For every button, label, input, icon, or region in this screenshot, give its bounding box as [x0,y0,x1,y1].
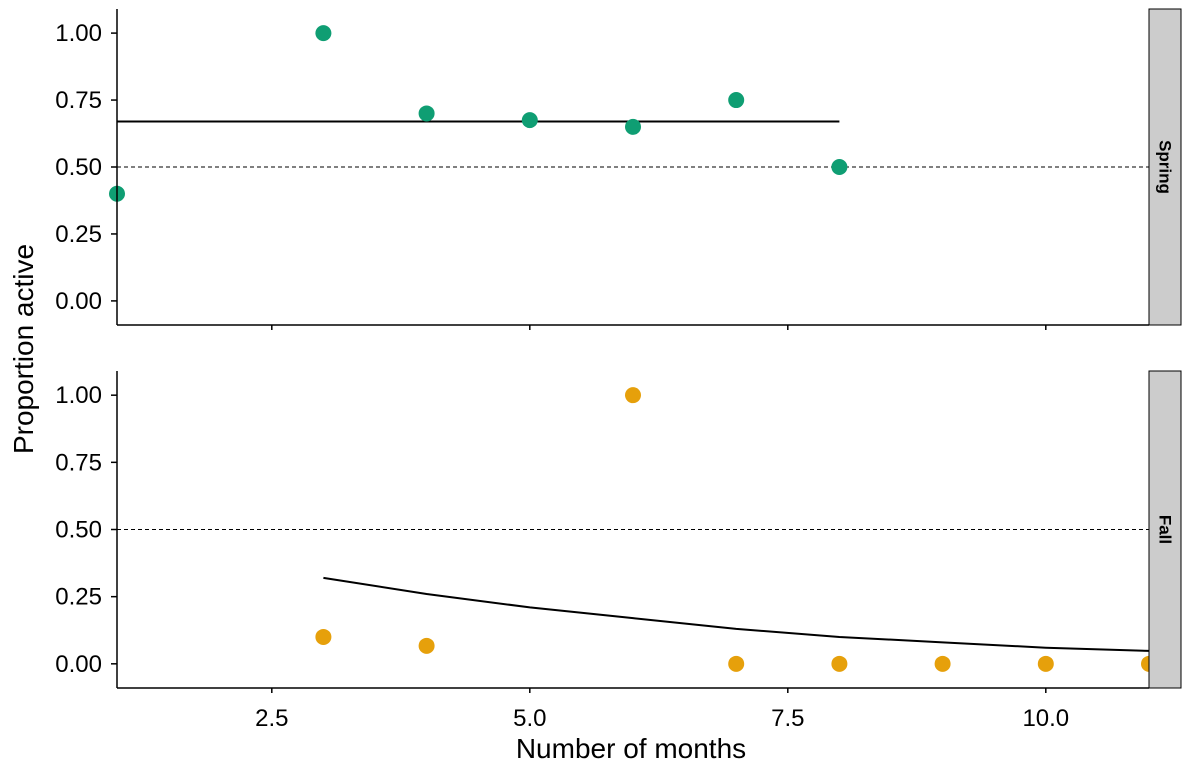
x-tick-label: 5.0 [513,705,546,732]
y-tick-label: 0.00 [55,651,102,678]
x-tick-label: 2.5 [255,705,288,732]
facet-strip-label: Fall [1156,515,1175,544]
y-tick-label: 0.00 [55,288,102,315]
data-point [728,92,745,109]
y-tick-label: 1.00 [55,382,102,409]
data-point [315,628,332,645]
data-point [934,655,951,672]
data-point [1037,655,1054,672]
data-point [831,159,848,175]
y-tick-label: 0.75 [55,449,102,476]
y-tick-label: 0.50 [55,154,102,181]
data-point [418,637,435,654]
data-point [625,387,641,404]
x-axis-title: Number of months [516,733,746,764]
data-point [831,655,848,672]
panels: 0.000.250.500.751.00Spring0.000.250.500.… [55,8,1182,732]
y-tick-label: 0.50 [55,517,102,544]
y-tick-label: 0.25 [55,221,102,248]
data-point [521,112,538,129]
facet-strip-label: Spring [1156,140,1175,194]
y-axis-title: Proportion active [8,244,39,454]
data-point [418,105,435,122]
panel-spring: 0.00 0.25 0.50 0.75 1.00 Spring [55,8,1182,330]
y-tick-label: 0.75 [55,87,102,114]
data-point [728,655,745,672]
data-point [315,25,332,42]
data-point [625,118,641,135]
facet-strip [1148,370,1182,689]
panel-fall: 0.00 0.25 0.50 0.75 1.00 2.5 5.0 7.5 10.0 Fall [55,370,1182,732]
y-tick-label: 1.00 [55,20,102,47]
x-tick-label: 7.5 [771,705,804,732]
fit-line [323,576,1150,652]
x-tick-label: 10.0 [1022,705,1069,732]
y-tick-label: 0.25 [55,584,102,611]
facet-strip [1148,8,1182,326]
